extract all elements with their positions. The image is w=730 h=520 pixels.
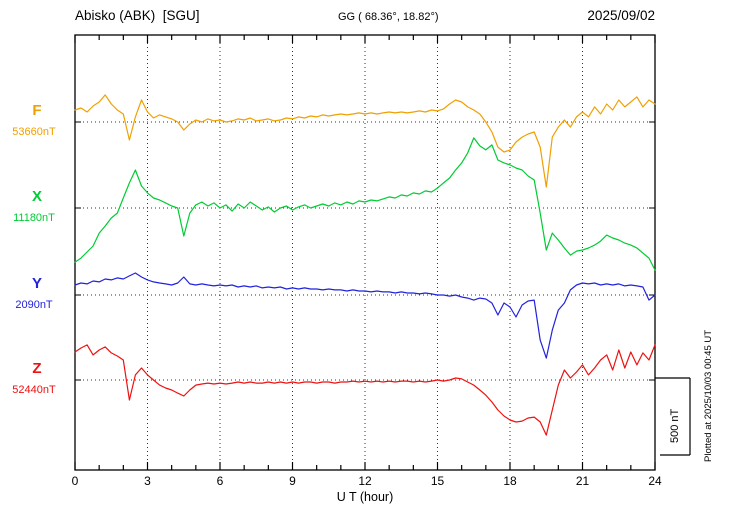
series-baseline-value-F: 53660nT (12, 126, 56, 138)
series-letter-Z: Z (32, 360, 42, 377)
series-baseline-value-Z: 52440nT (12, 384, 56, 396)
station-title: Abisko (ABK) [SGU] (75, 8, 200, 23)
trace-Z (74, 344, 656, 436)
series-letter-X: X (31, 188, 42, 205)
geographic-coords: GG ( 68.36°, 18.82°) (338, 11, 439, 23)
series-letter-F: F (32, 102, 42, 119)
trace-F (74, 94, 656, 188)
x-tick-label: 9 (289, 474, 296, 488)
trace-X (74, 137, 656, 271)
trace-Y (74, 272, 656, 359)
x-tick-label: 18 (503, 474, 517, 488)
x-tick-label: 0 (71, 474, 79, 488)
x-tick-label: 6 (216, 474, 224, 488)
scale-bar-label: 500 nT (669, 408, 681, 443)
series-baseline-value-X: 11180nT (13, 212, 55, 224)
x-tick-label: 3 (144, 474, 151, 488)
x-tick-label: 21 (575, 474, 590, 488)
x-tick-label: 15 (430, 474, 445, 488)
series-baseline-value-Y: 2090nT (15, 299, 53, 311)
x-tick-label: 24 (648, 474, 662, 488)
x-tick-label: 12 (358, 474, 372, 488)
series-letter-Y: Y (31, 275, 42, 292)
plotted-timestamp: Plotted at 2025/10/03 00:45 UT (703, 329, 714, 462)
date-label: 2025/09/02 (587, 8, 655, 23)
x-axis-label: U T (hour) (336, 490, 394, 504)
